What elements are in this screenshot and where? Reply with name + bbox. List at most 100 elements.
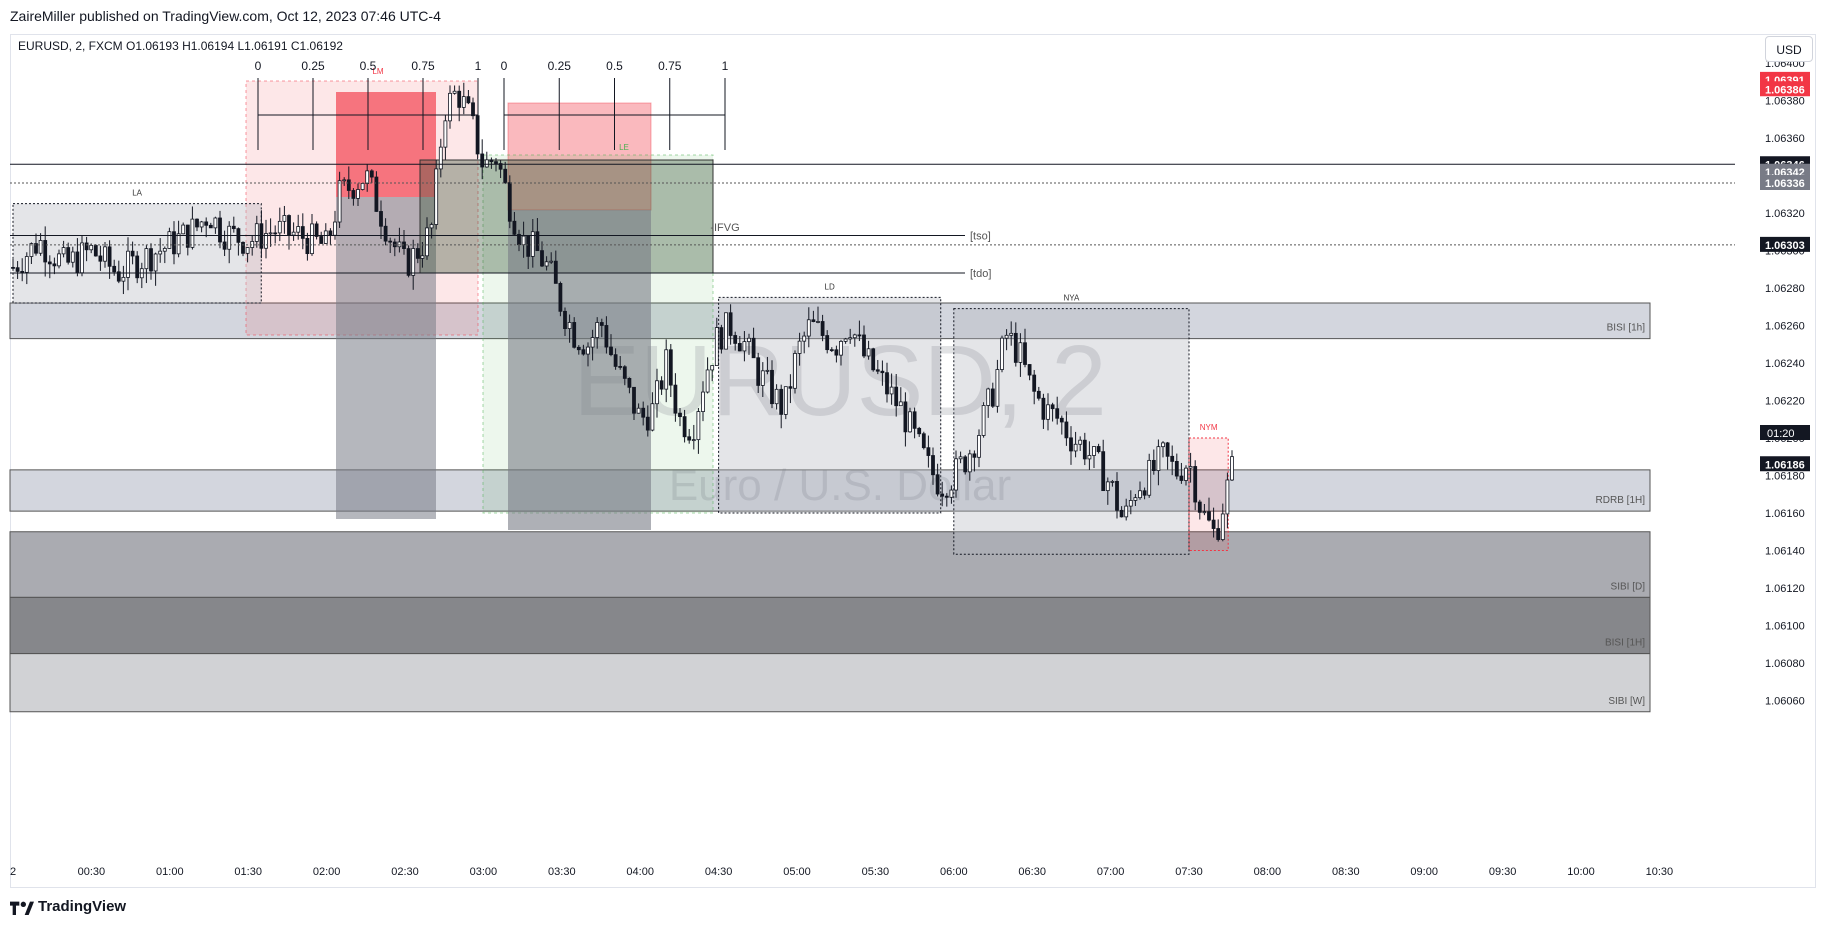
candle-body — [862, 334, 866, 357]
candle-body — [820, 321, 825, 336]
price-tick: 1.06360 — [1765, 133, 1805, 145]
candle-body — [705, 369, 710, 393]
price-tick: 1.06100 — [1765, 621, 1805, 633]
candle-body — [622, 366, 627, 379]
price-label-7: 1.06186 — [1760, 456, 1810, 472]
candle-body — [452, 90, 457, 94]
candle-body — [1119, 509, 1124, 518]
candle-body — [1096, 446, 1101, 453]
candle — [149, 243, 153, 280]
candle-body — [645, 416, 650, 431]
candle — [190, 206, 195, 250]
candle — [1161, 441, 1165, 458]
zone-label: SIBI [W] — [1608, 696, 1645, 707]
candle-body — [530, 231, 535, 257]
candle — [1009, 321, 1014, 346]
currency-button[interactable]: USD — [1765, 36, 1813, 62]
chart-frame[interactable] — [10, 34, 1816, 888]
candle — [917, 426, 922, 437]
candle — [208, 222, 213, 229]
candle-body — [319, 236, 324, 244]
candle — [724, 312, 728, 350]
candle — [29, 242, 34, 265]
candle — [866, 340, 871, 360]
candle-body — [70, 251, 75, 263]
candle-body — [866, 348, 871, 357]
candle — [843, 337, 848, 344]
candle-body — [788, 386, 793, 389]
candle — [1184, 465, 1188, 486]
candle-body — [793, 353, 797, 389]
candle — [825, 330, 830, 354]
candle — [632, 386, 636, 420]
candle-body — [351, 190, 356, 199]
candle-body — [825, 335, 830, 351]
candle-body — [1156, 446, 1161, 471]
candle — [820, 314, 825, 342]
candle — [935, 463, 940, 497]
candle — [908, 407, 912, 433]
candle-body — [172, 231, 176, 255]
candle-body — [365, 170, 370, 184]
candle — [926, 435, 931, 468]
candle — [770, 360, 774, 409]
candle — [540, 241, 544, 267]
candle-body — [590, 337, 595, 348]
candle-body — [1018, 342, 1023, 363]
tradingview-logo-icon — [10, 901, 34, 915]
candle — [195, 218, 199, 232]
candle-body — [429, 224, 434, 229]
candle-body — [153, 253, 158, 272]
zone-5 — [9, 653, 1651, 713]
tradingview-logo[interactable]: TradingView — [10, 898, 126, 915]
candle-body — [540, 250, 544, 267]
candle — [664, 339, 669, 403]
candle-body — [222, 241, 227, 250]
candle-body — [921, 433, 926, 449]
candle-body — [1087, 455, 1092, 460]
candle — [1069, 426, 1073, 465]
candle — [986, 387, 991, 418]
annotation-1: -IFVG — [710, 222, 739, 234]
candle-body — [1078, 439, 1083, 445]
candle — [323, 223, 328, 245]
candle-body — [199, 221, 204, 228]
candle — [392, 238, 397, 257]
zone-label: BISI [1h] — [1607, 323, 1646, 334]
candle — [162, 246, 167, 264]
candle-body — [1174, 460, 1179, 477]
candle-body — [875, 369, 880, 372]
candle — [995, 359, 1000, 413]
candle — [972, 450, 977, 472]
candle-body — [779, 388, 784, 415]
candle — [1000, 335, 1004, 373]
candle — [586, 342, 590, 367]
candle — [779, 384, 784, 429]
session-label: NYA — [1063, 294, 1080, 303]
candle — [783, 386, 788, 420]
candle — [158, 238, 163, 263]
supply-block — [336, 92, 436, 197]
candle — [751, 327, 756, 359]
fib-label: 0.5 — [360, 59, 377, 73]
candle-body — [227, 225, 232, 250]
candle — [47, 255, 52, 279]
candle — [135, 251, 140, 284]
candle — [599, 318, 604, 338]
candle — [420, 241, 425, 268]
candle-body — [972, 453, 977, 458]
candle-body — [1124, 505, 1129, 518]
candle-body — [116, 271, 121, 282]
candle — [231, 216, 236, 233]
candle — [1220, 503, 1225, 542]
candle-body — [1073, 443, 1078, 452]
candle — [98, 245, 103, 271]
candle — [1087, 441, 1092, 470]
candle-body — [397, 241, 402, 248]
candle — [264, 219, 268, 259]
candle — [369, 169, 374, 184]
candle-body — [282, 215, 287, 222]
candle-body — [678, 412, 682, 418]
drawings-layer — [12, 80, 1229, 555]
